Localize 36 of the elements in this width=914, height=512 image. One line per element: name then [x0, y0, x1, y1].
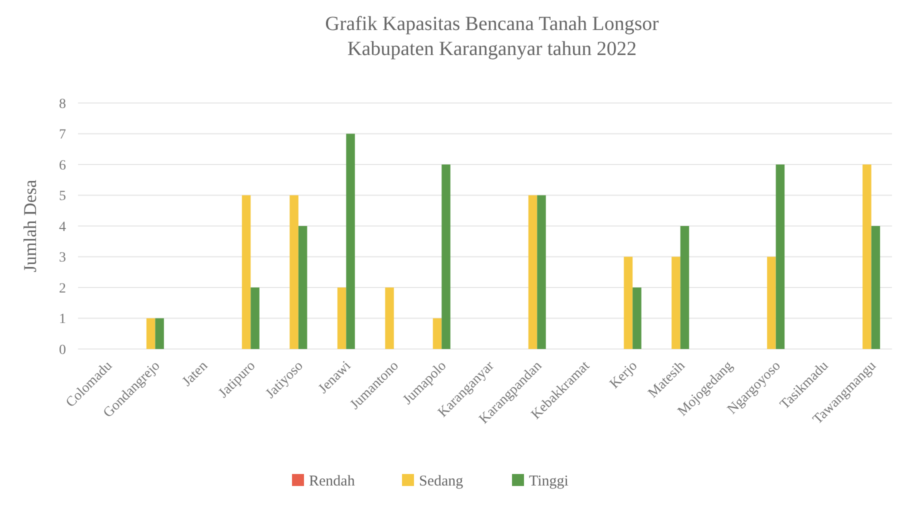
legend-label: Rendah — [309, 473, 356, 490]
bar — [337, 288, 346, 349]
y-tick-label: 7 — [59, 128, 66, 143]
bar — [385, 288, 394, 349]
bar — [624, 256, 633, 349]
bar — [298, 226, 308, 349]
y-tick-label: 1 — [59, 312, 66, 328]
bar — [346, 134, 355, 349]
y-tick-label: 6 — [59, 158, 66, 174]
y-tick-label: 3 — [59, 250, 66, 266]
legend-label: Sedang — [419, 473, 464, 490]
bar — [767, 256, 776, 349]
bar — [680, 226, 690, 349]
bar — [146, 318, 156, 349]
legend-label: Tinggi — [529, 473, 568, 490]
bar — [442, 164, 450, 349]
bar — [528, 195, 538, 349]
y-tick-label: 8 — [59, 96, 66, 112]
bar — [871, 226, 880, 349]
y-tick-label: 5 — [59, 189, 66, 204]
bar — [862, 164, 872, 349]
bar — [632, 288, 642, 349]
bar — [537, 195, 546, 349]
bar — [155, 318, 164, 349]
chart-title: Grafik Kapasitas Bencana Tanah Longsor Kabupaten Karanganyar tahun 2022 — [325, 13, 660, 60]
bar — [776, 164, 785, 349]
x-tick-label: Jaten — [180, 358, 211, 390]
y-tick-label: 0 — [59, 342, 66, 358]
bar — [242, 195, 251, 349]
y-axis-title: Jumlah Desa — [20, 180, 40, 272]
bar — [672, 256, 680, 349]
bar — [250, 288, 260, 349]
bar — [432, 318, 442, 349]
y-tick-label: 4 — [59, 220, 66, 235]
bar — [290, 195, 298, 349]
y-tick-label: 2 — [59, 281, 66, 296]
